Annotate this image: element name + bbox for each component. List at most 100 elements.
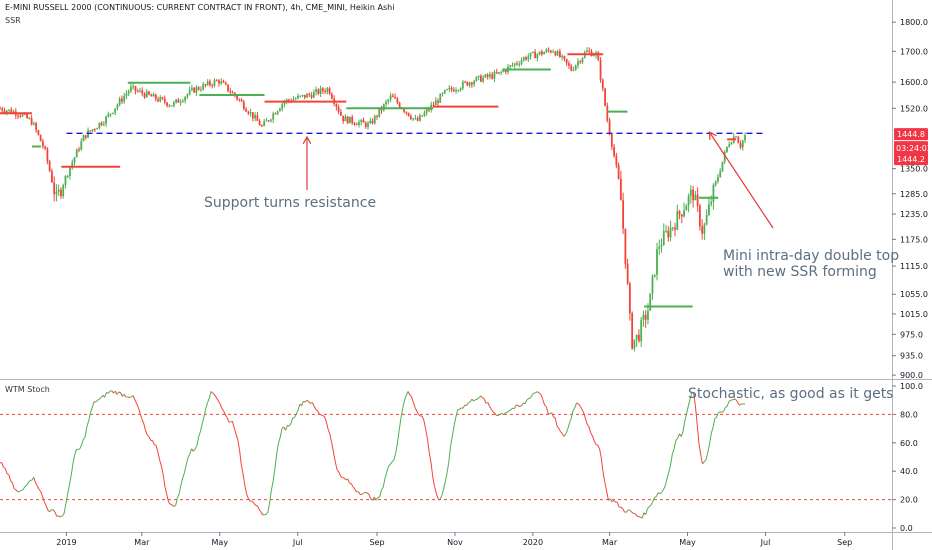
- candle-body: [608, 120, 611, 135]
- ha-candle: [468, 81, 471, 88]
- stoch-segment: [313, 405, 317, 410]
- stoch-tick-label: 20.0: [900, 496, 918, 505]
- candle-body: [741, 140, 744, 148]
- candle-body: [96, 128, 98, 130]
- candle-body: [159, 97, 162, 102]
- ha-candle: [62, 183, 65, 199]
- candle-body: [421, 115, 424, 117]
- ha-candle: [416, 115, 419, 122]
- stoch-segment: [380, 487, 384, 491]
- price-tick-label: 1015.0: [900, 310, 928, 319]
- ha-candle: [251, 112, 254, 122]
- candle-body: [362, 120, 365, 123]
- candle-body: [324, 91, 327, 93]
- ha-candle: [118, 96, 121, 107]
- stoch-segment: [700, 454, 703, 465]
- stoch-segment: [178, 484, 182, 495]
- countdown-tag-bg: [894, 141, 928, 166]
- stoch-segment: [423, 420, 427, 430]
- stoch-segment: [132, 395, 136, 400]
- candle-body: [181, 100, 184, 102]
- ha-candle: [335, 103, 338, 111]
- candle-body: [638, 334, 640, 342]
- annotation-stochastic: Stochastic, as good as it gets: [688, 386, 894, 402]
- stoch-segment: [295, 410, 299, 415]
- stoch-segment: [98, 397, 102, 400]
- price-tick-label: 1055.0: [900, 290, 928, 299]
- stoch-segment: [459, 407, 462, 410]
- stoch-segment: [430, 462, 434, 478]
- time-tick-label: May: [212, 538, 229, 547]
- ha-candle: [717, 174, 719, 184]
- stoch-segment: [97, 398, 100, 401]
- stoch-segment: [664, 478, 668, 486]
- ha-candle: [75, 148, 78, 158]
- stoch-segment: [677, 433, 680, 439]
- stoch-segment: [703, 459, 707, 463]
- ha-candle: [369, 117, 372, 124]
- stoch-segment: [260, 511, 263, 516]
- stoch-segment: [38, 489, 42, 492]
- stoch-segment: [553, 416, 556, 419]
- stoch-segment: [208, 391, 212, 399]
- ha-candle: [249, 108, 252, 117]
- candle-body: [579, 61, 582, 63]
- price-tick-label: 1175.0: [900, 235, 928, 244]
- stoch-segment: [657, 492, 661, 495]
- stoch-segment: [473, 399, 476, 402]
- stoch-segment: [36, 485, 40, 490]
- stoch-segment: [395, 443, 398, 454]
- stoch-segment: [182, 472, 185, 479]
- ha-candle: [421, 115, 424, 117]
- candle-body: [251, 112, 254, 119]
- candle-body: [310, 95, 313, 98]
- candle-body: [619, 178, 622, 201]
- ha-candle: [391, 93, 394, 98]
- ha-candle: [51, 168, 53, 183]
- stoch-segment: [519, 405, 522, 408]
- stoch-segment: [13, 488, 17, 491]
- candle-body: [197, 87, 200, 90]
- time-tick-label: Mar: [602, 538, 618, 547]
- stoch-segment: [1, 462, 5, 468]
- stoch-segment: [400, 408, 404, 419]
- stoch-segment: [403, 395, 407, 401]
- ha-candle: [457, 89, 460, 93]
- ha-candle: [170, 105, 173, 107]
- stoch-segment: [82, 436, 86, 440]
- ha-candle: [543, 51, 546, 55]
- time-tick-label: Jul: [760, 538, 771, 547]
- candle-body: [644, 314, 647, 320]
- candle-body: [349, 116, 351, 124]
- stoch-segment: [160, 465, 164, 475]
- stoch-segment: [233, 427, 237, 435]
- ha-candle: [154, 93, 157, 102]
- candle-body: [229, 91, 232, 93]
- ha-candle: [669, 220, 672, 242]
- ha-candle: [739, 140, 742, 150]
- candle-body: [281, 103, 284, 109]
- stoch-segment: [558, 428, 561, 432]
- candle-body: [509, 65, 512, 67]
- ha-candle: [626, 258, 629, 286]
- stoch-segment: [592, 435, 595, 442]
- candle-body: [484, 74, 487, 78]
- candle-body: [419, 115, 421, 121]
- candle-body: [457, 90, 460, 92]
- candle-body: [694, 194, 697, 201]
- candle-body: [100, 122, 103, 125]
- candle-body: [534, 51, 536, 59]
- candle-body: [631, 313, 634, 349]
- candle-body: [41, 141, 44, 147]
- price-tick-label: 1350.0: [900, 165, 928, 174]
- ha-candle: [116, 103, 119, 111]
- stoch-segment: [409, 394, 412, 397]
- ha-candle: [692, 185, 695, 208]
- ha-candle: [267, 120, 270, 123]
- stoch-segment: [242, 473, 246, 486]
- candle-body: [8, 109, 10, 111]
- stoch-segment: [556, 425, 560, 429]
- candle-body: [513, 63, 516, 66]
- candle-body: [274, 113, 277, 115]
- candle-body: [80, 141, 83, 150]
